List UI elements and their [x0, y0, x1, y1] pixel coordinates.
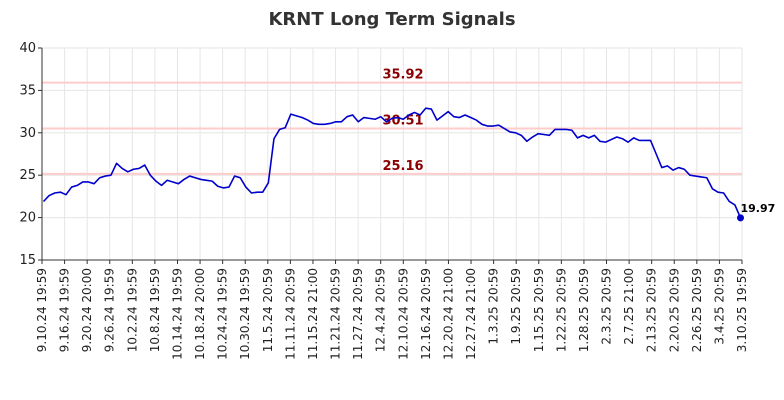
price-line	[42, 107, 742, 219]
x-tick-label: 9.26.24 19:59	[103, 268, 117, 352]
x-tick-label: 2.13.25 20:59	[645, 268, 659, 352]
x-tick-label: 3.10.25 19:59	[735, 268, 749, 352]
chart-title: KRNT Long Term Signals	[268, 9, 515, 30]
x-tick-label: 3.4.25 20:59	[712, 268, 726, 345]
last-value-marker: 19.97	[737, 202, 775, 222]
x-tick-label: 1.9.25 20:59	[509, 268, 523, 345]
x-tick-label: 10.30.24 19:59	[238, 268, 252, 360]
x-tick-label: 1.28.25 20:59	[577, 268, 591, 352]
price-series	[42, 107, 742, 219]
x-tick-label: 12.16.24 20:59	[419, 268, 433, 360]
x-tick-label: 9.10.24 19:59	[35, 268, 49, 352]
x-tick-label: 1.3.25 20:59	[487, 268, 501, 345]
last-value-dot	[737, 214, 744, 222]
x-tick-label: 9.16.24 19:59	[58, 268, 72, 352]
x-tick-label: 10.8.24 19:59	[148, 268, 162, 352]
axes	[41, 48, 742, 261]
x-axis-ticks: 9.10.24 19:59 9.16.24 19:59 9.20.24 20:00 9…	[35, 260, 749, 360]
y-tick-label: 15	[19, 253, 36, 268]
x-tick-label: 11.15.24 21:00	[306, 268, 320, 360]
signal-levels: 35.92 30.51 25.16	[42, 68, 742, 175]
y-tick-label: 20	[19, 211, 36, 226]
signal-level-label: 25.16	[382, 159, 423, 174]
x-tick-label: 10.14.24 19:59	[170, 268, 184, 360]
x-tick-label: 12.4.24 20:59	[374, 268, 388, 352]
x-tick-label: 11.11.24 20:59	[283, 268, 297, 360]
x-tick-label: 10.2.24 19:59	[125, 268, 139, 352]
x-tick-label: 11.27.24 20:59	[351, 268, 365, 360]
x-tick-label: 1.15.25 20:59	[532, 268, 546, 352]
x-tick-label: 11.21.24 20:59	[329, 268, 343, 360]
x-tick-label: 12.20.24 21:00	[441, 268, 455, 360]
x-tick-label: 2.26.25 20:59	[690, 268, 704, 352]
y-tick-label: 35	[19, 83, 36, 98]
x-tick-label: 10.24.24 19:59	[216, 268, 230, 360]
x-tick-label: 2.3.25 20:59	[600, 268, 614, 345]
signal-level-label: 35.92	[382, 68, 423, 83]
y-tick-label: 30	[19, 126, 36, 141]
y-tick-label: 25	[19, 168, 36, 183]
signal-level-label: 30.51	[382, 113, 423, 128]
x-tick-label: 9.20.24 20:00	[80, 268, 94, 352]
x-tick-label: 2.7.25 21:00	[622, 268, 636, 345]
last-value-label: 19.97	[741, 202, 776, 215]
x-tick-label: 11.5.24 20:59	[261, 268, 275, 352]
x-tick-label: 12.27.24 21:00	[464, 268, 478, 360]
x-tick-label: 2.20.25 20:59	[667, 268, 681, 352]
x-tick-label: 1.22.25 20:59	[554, 268, 568, 352]
y-tick-label: 40	[19, 41, 36, 56]
y-axis-ticks: 15 20 25 30 35 40	[19, 41, 42, 268]
x-tick-label: 10.18.24 20:00	[193, 268, 207, 360]
x-tick-label: 12.10.24 20:59	[396, 268, 410, 360]
